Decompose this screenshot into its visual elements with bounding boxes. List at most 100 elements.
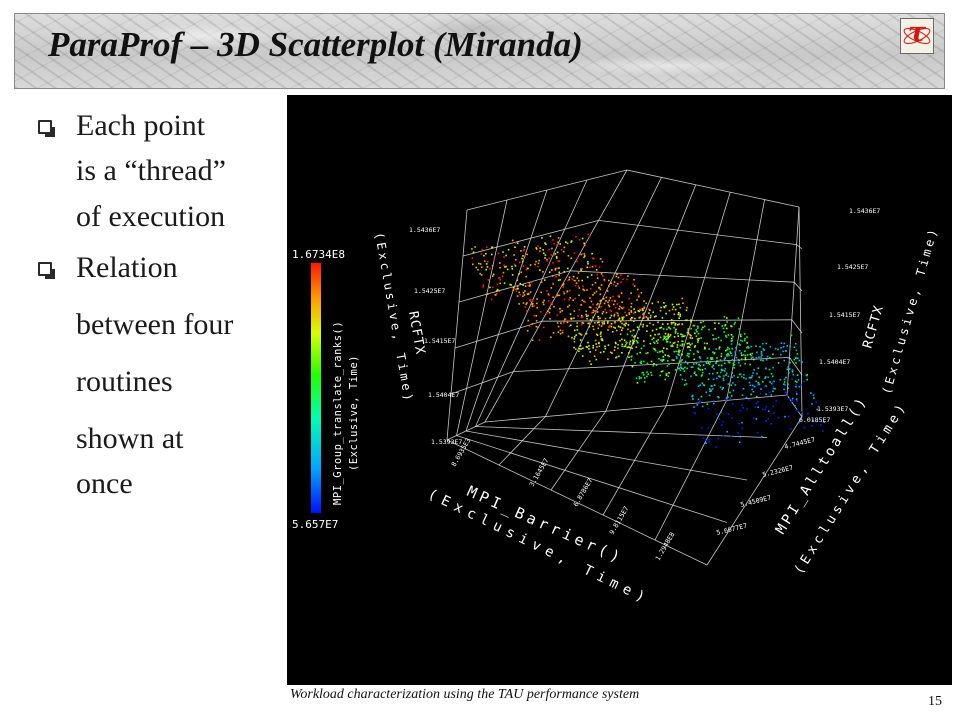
scatter-point — [550, 287, 553, 289]
scatter-point — [578, 350, 580, 353]
scatter-point — [709, 388, 711, 390]
scatter-point — [788, 371, 790, 374]
scatter-point — [608, 326, 610, 328]
scatter-point — [564, 318, 566, 321]
scatter-point — [575, 236, 577, 238]
scatter-point — [595, 343, 597, 345]
scatter-point — [795, 381, 798, 383]
scatter-point — [813, 397, 815, 399]
scatter-point — [527, 293, 530, 295]
grid-line — [793, 281, 803, 292]
rcftx-left-ticks: 1.5436E7 1.5425E7 1.5415E7 1.5404E7 1.53… — [409, 226, 462, 446]
tau-logo: τ — [900, 17, 934, 54]
scatter-point — [704, 439, 707, 441]
scatter-point — [474, 246, 476, 248]
scatter-point — [741, 340, 744, 342]
bullet-2-line-3: routines — [76, 365, 173, 398]
scatter-point — [519, 293, 521, 296]
scatter-point — [679, 313, 681, 316]
scatter-point — [774, 347, 777, 350]
scatter-point — [558, 274, 560, 277]
grid-line — [465, 189, 548, 432]
scatter-point — [694, 371, 696, 373]
scatter-point — [551, 269, 553, 271]
scatter-point — [820, 424, 822, 426]
scatter-point — [501, 275, 504, 278]
scatter-point — [614, 300, 616, 302]
scatter-point — [630, 306, 632, 308]
scatter-point — [516, 295, 519, 297]
scatter-point — [615, 275, 618, 278]
scatter-point — [646, 362, 649, 365]
scatter-point — [574, 297, 577, 300]
scatter-point — [496, 290, 498, 292]
scatter-point — [702, 437, 705, 440]
scatter-point — [746, 342, 748, 344]
scatter-point — [794, 380, 797, 383]
scatter-point — [595, 307, 597, 309]
grid-line — [706, 416, 803, 566]
scatter-point — [591, 312, 593, 314]
scatter-point — [552, 296, 554, 298]
scatter-point — [662, 328, 665, 330]
scatter-point — [569, 297, 571, 299]
scatter-point — [684, 335, 686, 337]
scatter-point — [482, 284, 485, 286]
scatter-point — [710, 390, 712, 392]
scatter-point — [668, 355, 671, 358]
scatterplot-canvas[interactable]: 1.6734E8 5.657E7 MPI_Group_translate_ran… — [287, 95, 952, 685]
scatter-point — [707, 439, 710, 441]
scatter-point — [559, 279, 562, 281]
scatter-point — [752, 372, 754, 374]
scatter-point — [659, 351, 661, 353]
scatter-point — [609, 324, 611, 327]
scatter-point — [596, 311, 599, 313]
grid-line — [456, 435, 728, 523]
scatter-points — [471, 233, 825, 448]
scatter-point — [558, 294, 561, 297]
grid-line — [786, 206, 800, 396]
scatter-point — [734, 351, 737, 353]
scatter-point — [588, 306, 591, 308]
scatter-point — [614, 320, 616, 323]
scatter-point — [664, 378, 666, 381]
scatter-point — [796, 353, 799, 355]
scatter-point — [678, 367, 681, 370]
scatter-point — [789, 345, 791, 348]
scatter-point — [679, 349, 681, 352]
scatter-point — [628, 356, 630, 359]
scatter-point — [686, 354, 689, 357]
scatterplot-panel[interactable]: 1.6734E8 5.657E7 MPI_Group_translate_ran… — [287, 95, 952, 685]
scatter-point — [610, 325, 613, 328]
scatter-point — [626, 346, 629, 349]
scatter-point — [686, 362, 689, 365]
scatter-point — [614, 321, 616, 324]
scatter-point — [543, 299, 545, 302]
scatter-point — [599, 258, 602, 260]
scatter-point — [597, 302, 599, 305]
scatter-point — [665, 373, 668, 375]
scatter-point — [599, 302, 602, 305]
scatter-point — [621, 345, 623, 348]
plot-wireframe — [446, 169, 803, 566]
scatter-point — [566, 290, 569, 292]
scatter-point — [636, 288, 639, 291]
scatter-point — [587, 341, 589, 344]
scatter-point — [514, 288, 516, 290]
scatter-point — [747, 345, 749, 348]
scatter-point — [686, 367, 688, 370]
scatter-point — [618, 308, 620, 310]
title-banner: ParaProf – 3D Scatterplot (Miranda) τ — [14, 13, 945, 89]
scatter-point — [589, 319, 592, 321]
scatter-point — [603, 321, 605, 323]
scatter-point — [548, 257, 550, 259]
scatter-point — [592, 294, 594, 296]
scatter-point — [752, 384, 754, 387]
scatter-point — [558, 271, 561, 274]
scatter-point — [713, 402, 715, 405]
scatter-point — [665, 305, 667, 307]
scatter-point — [791, 399, 793, 401]
scatter-point — [733, 374, 735, 377]
scatter-point — [640, 347, 643, 350]
scatter-point — [681, 359, 683, 361]
